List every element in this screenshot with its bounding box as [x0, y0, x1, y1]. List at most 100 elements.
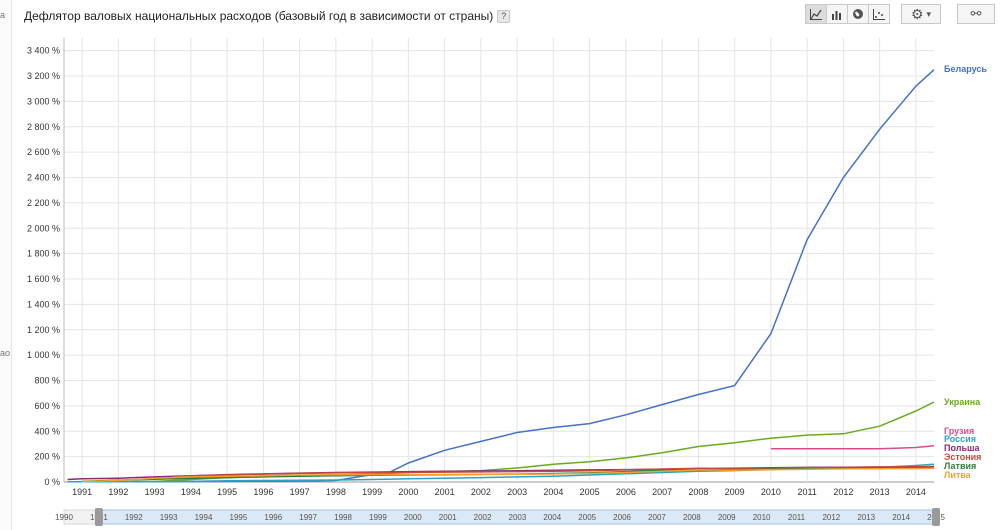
gear-icon: ⚙ — [910, 5, 924, 22]
y-tick-label: 1 800 % — [27, 249, 60, 259]
y-tick-label: 1 600 % — [27, 274, 60, 284]
x-tick-label: 1999 — [362, 487, 382, 497]
legend-label[interactable]: Украина — [944, 397, 981, 407]
left-panel-edge: a ao — [0, 0, 12, 530]
x-tick-label: 2001 — [435, 487, 455, 497]
navigator-tick-label: 2013 — [857, 513, 875, 522]
y-tick-label: 2 000 % — [27, 223, 60, 233]
y-tick-label: 2 600 % — [27, 147, 60, 157]
bar-chart-icon — [832, 10, 841, 20]
navigator-tick-label: 2009 — [718, 513, 736, 522]
map-chart-button[interactable] — [847, 4, 869, 24]
legend-label[interactable]: Грузия — [944, 426, 974, 436]
navigator-tick-label: 2012 — [822, 513, 840, 522]
x-tick-label: 1993 — [145, 487, 165, 497]
x-tick-label: 1992 — [108, 487, 128, 497]
y-tick-label: 200 % — [34, 452, 60, 462]
navigator-tick-label: 2007 — [648, 513, 666, 522]
navigator-tick-label: 1997 — [299, 513, 317, 522]
legend-label[interactable]: Польша — [944, 443, 980, 453]
series-layer — [67, 69, 935, 483]
chart-title: Дефлятор валовых национальных расходов (… — [24, 9, 511, 24]
navigator-handle-right[interactable] — [932, 508, 940, 526]
bar-chart-button[interactable] — [826, 4, 848, 24]
x-tick-label: 2008 — [688, 487, 708, 497]
x-tick-label: 1998 — [326, 487, 346, 497]
legend-label[interactable]: Беларусь — [944, 64, 987, 74]
y-tick-label: 2 200 % — [27, 198, 60, 208]
y-tick-label: 2 400 % — [27, 173, 60, 183]
x-tick-label: 2009 — [725, 487, 745, 497]
line-chart-icon — [810, 8, 822, 20]
x-tick-label: 1996 — [253, 487, 273, 497]
x-tick-label: 2010 — [761, 487, 781, 497]
left-panel-glyph-top: a — [0, 10, 6, 20]
scatter-chart-icon — [873, 8, 885, 20]
navigator-tick-label: 2010 — [753, 513, 771, 522]
legend: Беларусь Украина ГрузияРоссияПольшаЭстония… — [944, 64, 987, 480]
navigator-tick-label: 1995 — [230, 513, 248, 522]
share-link-button[interactable]: ⚯ — [957, 4, 995, 24]
settings-toolbar: ⚙ ▾ — [901, 4, 941, 24]
y-tick-label: 2 800 % — [27, 122, 60, 132]
x-tick-label: 2005 — [580, 487, 600, 497]
x-tick-label: 1994 — [181, 487, 201, 497]
navigator-handle-left[interactable] — [94, 508, 103, 526]
range-navigator[interactable]: 1990199119921993199419951996199719981999… — [55, 508, 945, 526]
y-tick-label: 3 000 % — [27, 96, 60, 106]
series-line[interactable] — [82, 467, 935, 483]
series-line[interactable] — [172, 465, 935, 478]
y-tick-label: 1 000 % — [27, 350, 60, 360]
legend-label[interactable]: Эстония — [944, 452, 981, 462]
link-toolbar: ⚯ — [957, 4, 995, 24]
legend-label[interactable]: Россия — [944, 434, 976, 444]
navigator-tick-label: 2014 — [892, 513, 910, 522]
link-icon: ⚯ — [970, 6, 982, 21]
x-tick-label: 2011 — [797, 487, 816, 497]
navigator-tick-label: 1999 — [369, 513, 387, 522]
x-axis: 1991 1992 1993 1994 1995 1996 1997 1998 1999 2000… — [72, 487, 926, 497]
y-tick-label: 3 400 % — [27, 46, 60, 56]
navigator-tick-label: 2005 — [578, 513, 596, 522]
x-tick-label: 1991 — [72, 487, 92, 497]
left-panel-glyph-mid: ao — [0, 348, 11, 358]
series-line[interactable] — [770, 445, 935, 450]
chart-title-text: Дефлятор валовых национальных расходов (… — [24, 9, 494, 23]
x-tick-label: 2014 — [906, 487, 926, 497]
x-tick-label: 2007 — [652, 487, 672, 497]
x-tick-label: 1997 — [290, 487, 310, 497]
globe-icon — [853, 9, 863, 19]
navigator-tick-label: 1996 — [264, 513, 282, 522]
scatter-chart-button[interactable] — [868, 4, 890, 24]
navigator-tick-label: 2011 — [788, 513, 806, 522]
legend-label[interactable]: Латвия — [944, 461, 976, 471]
navigator-tick-label: 2003 — [509, 513, 527, 522]
navigator-tick-label: 1994 — [195, 513, 213, 522]
series-line[interactable] — [67, 69, 935, 483]
navigator-tick-label: 1992 — [125, 513, 143, 522]
navigator-tick-label: 2004 — [543, 513, 561, 522]
settings-button[interactable]: ⚙ ▾ — [901, 4, 941, 24]
y-tick-label: 800 % — [34, 376, 60, 386]
x-tick-label: 2004 — [543, 487, 563, 497]
y-tick-label: 3 200 % — [27, 71, 60, 81]
x-tick-label: 2000 — [398, 487, 418, 497]
chart-type-toolbar — [805, 4, 890, 24]
navigator-tick-label: 2008 — [683, 513, 701, 522]
x-tick-label: 1995 — [217, 487, 237, 497]
y-tick-label: 1 200 % — [27, 325, 60, 335]
chevron-down-icon: ▾ — [926, 8, 932, 19]
x-tick-label: 2006 — [616, 487, 636, 497]
navigator-tick-label: 1998 — [334, 513, 352, 522]
x-tick-label: 2002 — [471, 487, 491, 497]
y-tick-label: 400 % — [34, 426, 60, 436]
navigator-tick-label: 1993 — [160, 513, 178, 522]
navigator-tick-label: 2006 — [613, 513, 631, 522]
help-icon[interactable]: ? — [497, 10, 511, 24]
navigator-tick-label: 2002 — [474, 513, 492, 522]
x-tick-label: 2012 — [833, 487, 853, 497]
legend-label[interactable]: Литва — [944, 470, 972, 480]
y-tick-label: 1 400 % — [27, 299, 60, 309]
navigator-tick-label: 2000 — [404, 513, 422, 522]
